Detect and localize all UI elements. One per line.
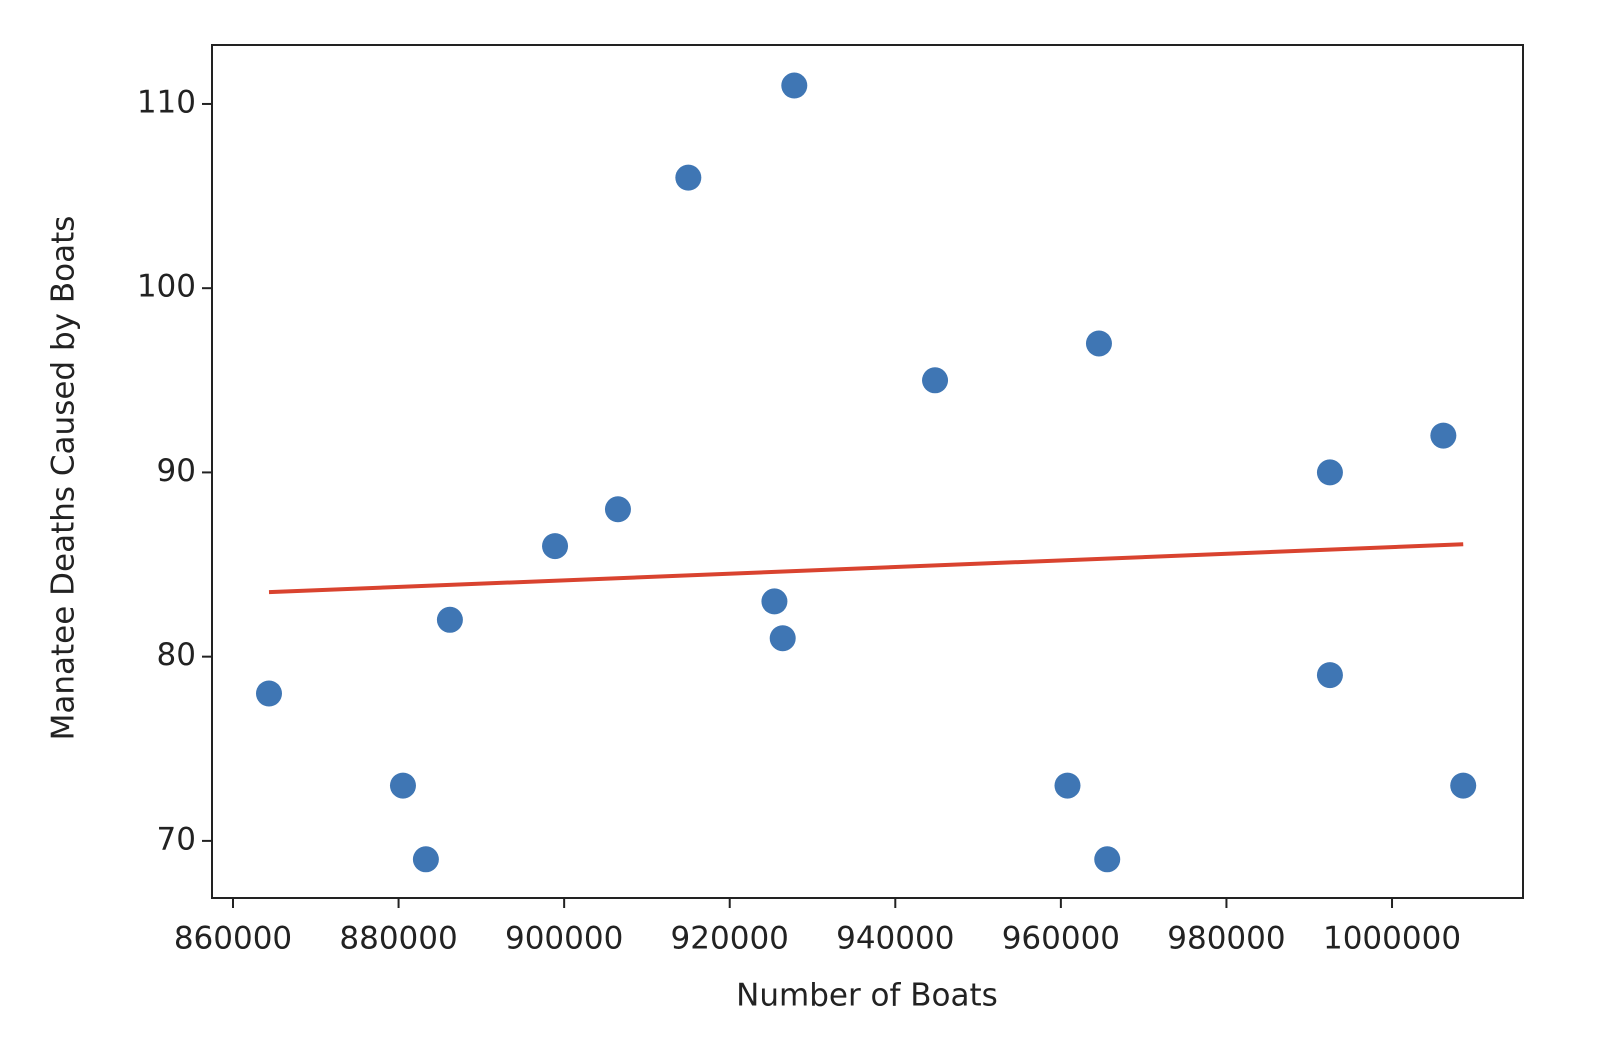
x-tick-label: 1000000 [1323, 921, 1461, 957]
x-tick-label: 920000 [671, 921, 789, 957]
point [1054, 772, 1081, 799]
point [675, 164, 702, 191]
y-tick-label: 70 [157, 821, 196, 857]
point [781, 72, 808, 99]
point [436, 606, 463, 633]
point [1316, 459, 1343, 486]
point [1316, 662, 1343, 689]
x-tick-label: 900000 [505, 921, 623, 957]
point [1450, 772, 1477, 799]
point [761, 588, 788, 615]
x-tick-label: 860000 [174, 921, 292, 957]
point [922, 367, 949, 394]
y-tick-label: 100 [137, 269, 196, 305]
point [389, 772, 416, 799]
point [769, 625, 796, 652]
x-axis-label: Number of Boats [736, 978, 998, 1014]
point [1085, 330, 1112, 357]
point [255, 680, 282, 707]
point [604, 496, 631, 523]
x-tick-label: 960000 [1002, 921, 1120, 957]
x-tick-label: 980000 [1167, 921, 1285, 957]
y-tick-label: 90 [157, 453, 196, 489]
y-tick-label: 80 [157, 637, 196, 673]
point [1430, 422, 1457, 449]
y-axis-label: Manatee Deaths Caused by Boats [46, 216, 82, 741]
point [412, 846, 439, 873]
y-tick-label: 110 [137, 84, 196, 120]
point [1094, 846, 1121, 873]
point [542, 533, 569, 560]
fit-line [268, 542, 1464, 595]
x-tick-label: 880000 [339, 921, 457, 957]
x-tick-label: 940000 [836, 921, 954, 957]
